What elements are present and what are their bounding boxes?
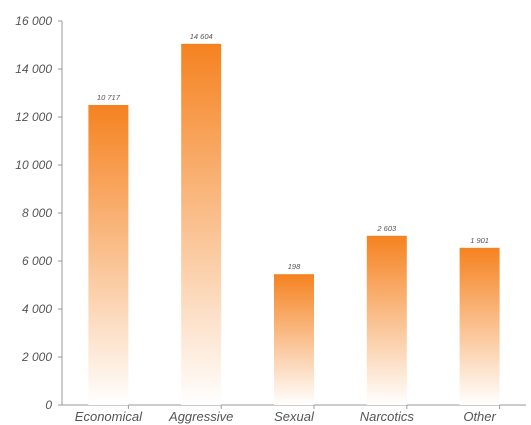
- x-tick-label-economical: Economical: [75, 409, 143, 424]
- y-tick-label: 0: [45, 398, 52, 412]
- y-tick-label: 4 000: [22, 302, 52, 316]
- bar-economical: [88, 105, 129, 405]
- data-label-economical: 10 717: [97, 93, 121, 102]
- labels: 0 2 000 4 000 6 000 8 000 10 000 12 000 14 000 1…: [15, 14, 496, 424]
- y-tick-label: 2 000: [21, 350, 52, 364]
- x-tick-label-other: Other: [463, 409, 496, 424]
- y-tick-label: 16 000: [15, 14, 52, 28]
- y-tick-label: 10 000: [15, 158, 52, 172]
- y-tick-label: 14 000: [15, 62, 52, 76]
- data-label-other: 1 901: [470, 236, 489, 245]
- axes: [58, 20, 526, 409]
- y-tick-label: 12 000: [15, 110, 52, 124]
- data-label-sexual: 198: [288, 262, 301, 271]
- y-tick-label: 8 000: [22, 206, 52, 220]
- bar-sexual: [274, 274, 314, 405]
- x-tick-label-narcotics: Narcotics: [360, 409, 415, 424]
- y-tick-label: 6 000: [22, 254, 52, 268]
- bar-aggressive: [181, 43, 222, 406]
- bars: [88, 43, 500, 406]
- x-tick-label-aggressive: Aggressive: [168, 409, 233, 424]
- data-label-aggressive: 14 604: [190, 32, 213, 41]
- bar-other: [459, 247, 500, 405]
- bar-narcotics: [366, 235, 407, 405]
- x-tick-label-sexual: Sexual: [274, 409, 315, 424]
- data-label-narcotics: 2 603: [376, 224, 397, 233]
